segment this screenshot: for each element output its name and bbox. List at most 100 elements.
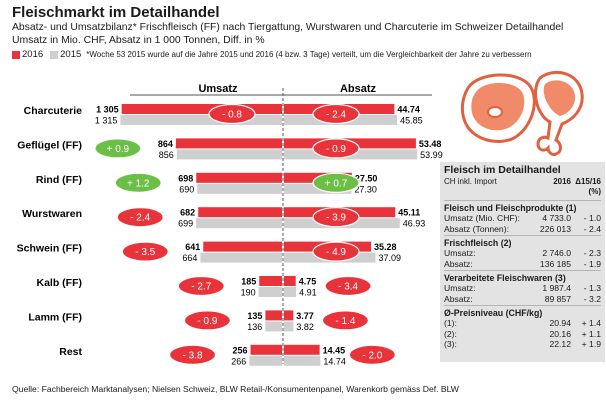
info-section-heading: Frischfleisch (2): [444, 238, 512, 248]
category-label: Schwein (FF): [17, 243, 82, 255]
absatz-bar-2016: [284, 310, 294, 321]
umsatz-value-2015: 690: [179, 184, 194, 194]
info-row: Absatz: 136 185 - 1.9: [440, 259, 605, 270]
chicken-leg-icon: [534, 70, 584, 156]
absatz-diff-pill: [312, 207, 360, 228]
umsatz-bar-2015: [265, 321, 282, 332]
source-note: Quelle: Fachbereich Marktanalysen; Niels…: [12, 384, 459, 394]
info-row: Umsatz: 2 746.0 - 2.3: [440, 248, 605, 259]
info-row-delta: - 3.2: [583, 293, 601, 304]
category-label: Kalb (FF): [37, 277, 83, 289]
absatz-value-2015: 37.09: [378, 253, 401, 263]
info-table-header: CH inkl. Import 2016 Δ15/16 (%): [440, 177, 605, 199]
info-row-label: Umsatz:: [444, 283, 476, 293]
info-table: Fleisch im Detailhandel CH inkl. Import …: [440, 162, 605, 362]
info-row-delta: + 1.4: [581, 318, 601, 328]
info-row-value: 20.94: [549, 318, 571, 328]
category-label: Charcuterie: [24, 105, 83, 117]
umsatz-diff-label: - 3.5: [135, 247, 155, 258]
info-row-label: Absatz:: [444, 258, 473, 269]
absatz-value-2015: 46.93: [403, 219, 426, 229]
umsatz-bar-2016: [203, 241, 282, 252]
umsatz-diff-label: + 0.9: [107, 144, 130, 155]
umsatz-value-2016: 256: [233, 345, 248, 355]
umsatz-diff-pill: [183, 310, 232, 331]
umsatz-bar-2015: [176, 149, 282, 160]
absatz-diff-pill: [321, 310, 370, 331]
info-col-year: 2016: [553, 177, 571, 186]
umsatz-bar-2015: [200, 252, 282, 263]
umsatz-bar-2015: [249, 355, 282, 366]
umsatz-bar-2016: [121, 104, 283, 114]
chart-units: Umsatz in Mio. CHF, Absatz in 1 000 Tonn…: [12, 35, 265, 46]
chart-subtitle: Absatz- und Umsatzbilanz* Frischfleisch …: [12, 22, 564, 33]
absatz-diff-label: - 4.9: [326, 247, 346, 258]
info-row-delta: + 1.9: [581, 339, 601, 349]
info-row-label: Umsatz:: [444, 248, 476, 258]
absatz-value-2015: 3.82: [296, 322, 314, 332]
info-section-heading: Verarbeitete Fleischwaren (3): [444, 273, 566, 283]
absatz-header: Absatz: [340, 83, 377, 95]
absatz-value-2016: 44.74: [397, 105, 420, 115]
info-row-value: 2 746.0: [542, 248, 571, 258]
umsatz-value-2015: 699: [178, 219, 193, 229]
info-divider: [444, 305, 601, 306]
absatz-diff-label: - 3.4: [338, 282, 358, 293]
umsatz-diff-pill: [116, 207, 164, 228]
absatz-diff-pill: [312, 172, 360, 193]
umsatz-diff-pill: [94, 138, 142, 159]
umsatz-diff-pill: [121, 241, 169, 262]
info-row: Absatz (Tonnen): 226 013 - 2.4: [440, 224, 605, 235]
info-row-value: 4 733.0: [542, 213, 571, 223]
umsatz-value-2016: 864: [158, 139, 173, 149]
umsatz-diff-pill: [177, 275, 225, 297]
umsatz-value-2015: 856: [159, 150, 174, 160]
info-row-delta: - 2.3: [583, 248, 601, 258]
absatz-bar-2016: [284, 344, 320, 355]
info-row: Umsatz (Mio. CHF): 4 733.0 - 1.0: [440, 213, 605, 224]
info-row-value: 20.16: [549, 328, 571, 339]
absatz-diff-pill: [312, 241, 360, 262]
absatz-bar-2016: [284, 276, 296, 286]
umsatz-diff-label: - 2.4: [130, 213, 150, 224]
absatz-diff-pill: [312, 103, 360, 125]
umsatz-value-2016: 1 305: [96, 105, 119, 115]
umsatz-value-2015: 664: [182, 253, 197, 263]
umsatz-value-2015: 136: [247, 322, 262, 332]
umsatz-bar-2016: [265, 310, 282, 321]
info-row-delta: - 1.3: [583, 283, 601, 293]
info-divider: [444, 200, 601, 201]
info-row-delta: + 1.1: [581, 328, 601, 339]
umsatz-diff-pill: [168, 344, 217, 365]
umsatz-bar-2016: [259, 276, 282, 286]
info-row-value: 22.12: [549, 339, 571, 349]
legend-swatch-2015: [50, 50, 59, 59]
absatz-value-2016: 14.45: [323, 345, 346, 355]
umsatz-bar-2015: [258, 287, 282, 297]
info-divider: [444, 270, 601, 271]
absatz-value-2015: 53.99: [420, 150, 443, 160]
info-row-delta: - 2.4: [583, 223, 601, 234]
info-row-label: Umsatz (Mio. CHF):: [444, 213, 520, 223]
absatz-value-2016: 35.28: [374, 242, 397, 252]
umsatz-header: Umsatz: [198, 83, 238, 95]
legend: 2016 2015 *Woche 53 2015 wurde auf die J…: [12, 49, 532, 60]
umsatz-diff-label: + 1.2: [127, 178, 150, 189]
umsatz-bar-2015: [197, 183, 282, 194]
absatz-bar-2015: [284, 287, 297, 297]
absatz-diff-label: - 1.4: [335, 316, 355, 327]
legend-label-2015: 2015: [60, 49, 82, 60]
umsatz-value-2015: 1 315: [95, 116, 118, 126]
info-row-label: (1):: [444, 318, 457, 328]
absatz-value-2015: 27.30: [354, 184, 377, 194]
umsatz-value-2016: 682: [180, 208, 195, 218]
umsatz-value-2016: 185: [241, 277, 256, 287]
legend-swatch-2016: [12, 50, 20, 59]
umsatz-value-2016: 698: [178, 173, 193, 183]
umsatz-diff-label: - 0.9: [197, 316, 217, 327]
absatz-diff-label: - 2.4: [326, 110, 346, 121]
umsatz-bar-2016: [196, 172, 282, 183]
info-row: (2): 20.16 + 1.1: [440, 329, 605, 340]
umsatz-diff-label: - 0.8: [222, 110, 242, 121]
